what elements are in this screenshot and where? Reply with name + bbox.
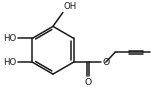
Text: OH: OH [64,3,77,11]
Text: HO: HO [3,58,17,67]
Text: HO: HO [3,34,17,43]
Text: O: O [85,78,92,87]
Text: O: O [102,58,110,67]
